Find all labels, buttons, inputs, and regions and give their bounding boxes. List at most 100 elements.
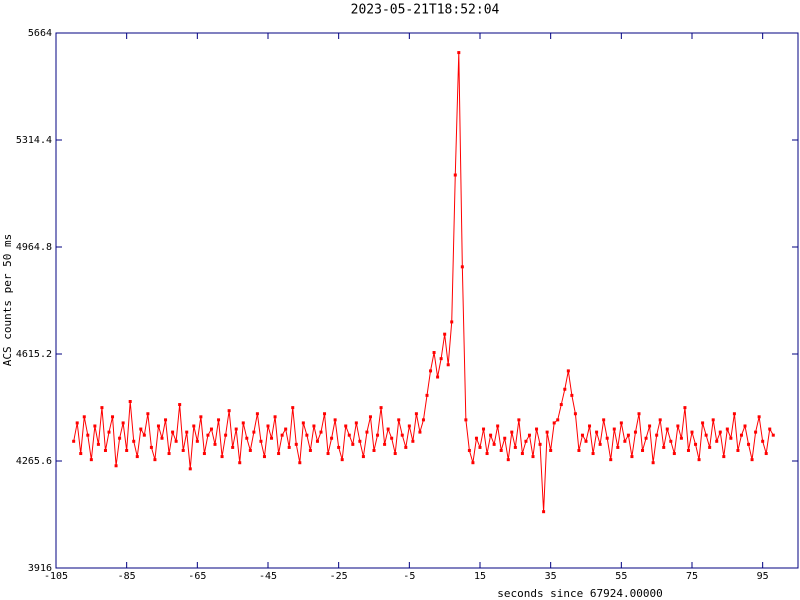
data-point	[351, 442, 355, 446]
data-point	[644, 436, 648, 440]
data-point	[93, 424, 97, 428]
data-point	[156, 424, 160, 428]
data-point	[231, 445, 235, 449]
data-point	[584, 439, 588, 443]
data-point	[75, 421, 79, 425]
x-tick-label: -45	[259, 571, 277, 582]
data-point	[305, 433, 309, 437]
data-point	[160, 436, 164, 440]
x-tick-label: -105	[44, 571, 68, 582]
data-point	[86, 433, 90, 437]
data-point	[478, 445, 482, 449]
data-point	[202, 452, 206, 456]
data-point	[209, 427, 213, 431]
data-point	[167, 452, 171, 456]
x-tick-label: 95	[757, 571, 769, 582]
data-point	[694, 442, 698, 446]
plot-frame	[55, 32, 799, 569]
data-point	[103, 448, 107, 452]
data-point	[499, 448, 503, 452]
data-point	[294, 442, 298, 446]
data-point	[266, 424, 270, 428]
data-point	[393, 452, 397, 456]
data-point	[397, 418, 401, 422]
data-point	[665, 427, 669, 431]
data-point	[460, 265, 464, 269]
data-point	[298, 461, 302, 465]
data-point	[139, 427, 143, 431]
data-point	[588, 424, 592, 428]
chart-title: 2023-05-21T18:52:04	[351, 3, 500, 18]
data-point	[418, 430, 422, 434]
data-point	[252, 430, 256, 434]
data-point	[146, 412, 150, 416]
data-point	[686, 448, 690, 452]
data-point	[227, 409, 231, 413]
data-point	[506, 458, 510, 462]
data-point	[114, 464, 118, 468]
data-point	[732, 412, 736, 416]
data-point	[220, 455, 224, 459]
data-point	[715, 439, 719, 443]
data-point	[287, 445, 291, 449]
x-tick-label: 75	[686, 571, 698, 582]
data-point	[743, 424, 747, 428]
data-point	[633, 430, 637, 434]
data-point	[711, 418, 715, 422]
data-point	[301, 421, 305, 425]
data-point	[722, 455, 726, 459]
data-point	[195, 439, 199, 443]
data-point	[277, 452, 281, 456]
data-point	[446, 363, 450, 367]
data-point	[566, 369, 570, 373]
data-point	[234, 427, 238, 431]
data-point	[404, 445, 408, 449]
data-point	[121, 421, 125, 425]
data-point	[697, 458, 701, 462]
data-point	[153, 458, 157, 462]
y-tick-label: 5314.4	[16, 135, 52, 146]
data-point	[358, 439, 362, 443]
data-point	[739, 433, 743, 437]
data-point	[333, 418, 337, 422]
data-point	[149, 445, 153, 449]
data-point	[181, 448, 185, 452]
y-axis-label: ACS counts per 50 ms	[1, 234, 14, 366]
data-point	[376, 433, 380, 437]
data-point	[718, 430, 722, 434]
data-point	[520, 452, 524, 456]
data-point	[605, 436, 609, 440]
data-point	[747, 442, 751, 446]
data-point	[672, 452, 676, 456]
x-tick-label: 35	[545, 571, 557, 582]
x-tick-label: -85	[118, 571, 136, 582]
data-point	[436, 375, 440, 379]
data-point	[439, 357, 443, 361]
data-point	[291, 406, 295, 410]
x-tick-label: 15	[474, 571, 486, 582]
data-point	[552, 421, 556, 425]
data-point	[725, 427, 729, 431]
data-point	[224, 433, 228, 437]
data-point	[616, 445, 620, 449]
data-point	[510, 430, 514, 434]
data-point	[556, 418, 560, 422]
data-point	[577, 448, 581, 452]
data-point	[323, 412, 327, 416]
data-point	[637, 412, 641, 416]
data-point	[171, 430, 175, 434]
data-point	[580, 433, 584, 437]
data-point	[496, 424, 500, 428]
x-tick-label: -65	[188, 571, 206, 582]
x-tick-label: 55	[615, 571, 627, 582]
data-point	[573, 412, 577, 416]
data-point	[467, 448, 471, 452]
data-point	[337, 445, 341, 449]
data-point	[708, 445, 712, 449]
data-point	[100, 406, 104, 410]
data-point	[372, 448, 376, 452]
data-point	[238, 461, 242, 465]
data-point	[82, 415, 86, 419]
data-point	[658, 418, 662, 422]
